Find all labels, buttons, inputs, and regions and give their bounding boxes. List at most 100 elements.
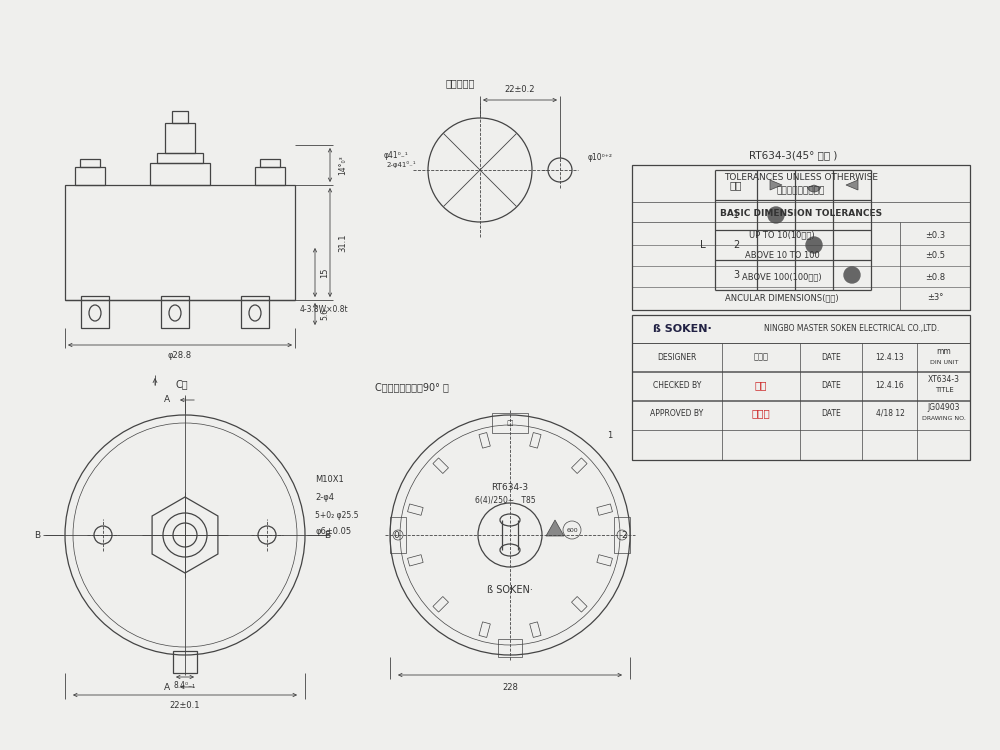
Text: ß SOKEN·: ß SOKEN· xyxy=(653,324,711,334)
Text: APPROVED BY: APPROVED BY xyxy=(650,409,704,418)
Bar xyxy=(390,517,406,553)
Circle shape xyxy=(768,207,784,223)
Polygon shape xyxy=(546,520,564,536)
Text: RT634-3(45° 一档 ): RT634-3(45° 一档 ) xyxy=(749,150,837,160)
Text: 2-φ41⁰₋¹: 2-φ41⁰₋¹ xyxy=(386,161,416,169)
Bar xyxy=(173,651,197,673)
Bar xyxy=(479,622,490,638)
Bar xyxy=(572,458,587,473)
Text: 22±0.2: 22±0.2 xyxy=(505,86,535,94)
Text: 14°₀³: 14°₀³ xyxy=(338,155,348,175)
Text: 6(4)/250∼   T85: 6(4)/250∼ T85 xyxy=(475,496,535,505)
Text: □: □ xyxy=(507,420,513,426)
Bar xyxy=(572,596,587,612)
Text: 江凯: 江凯 xyxy=(755,380,767,390)
Bar xyxy=(614,517,630,553)
Text: 4-3.8W×0.8t: 4-3.8W×0.8t xyxy=(300,305,349,314)
Bar xyxy=(597,555,612,566)
Text: B: B xyxy=(324,530,330,539)
Text: TOLERANCES UNLESS OTHERWISE: TOLERANCES UNLESS OTHERWISE xyxy=(724,172,878,182)
Text: ß SOKEN·: ß SOKEN· xyxy=(487,585,533,595)
Text: M10X1: M10X1 xyxy=(315,476,344,484)
Text: 3: 3 xyxy=(733,270,739,280)
Text: 安装孔尺寸: 安装孔尺寸 xyxy=(445,78,475,88)
Text: 张海辉: 张海辉 xyxy=(754,352,768,362)
Polygon shape xyxy=(770,180,782,190)
Text: 2-φ4: 2-φ4 xyxy=(315,493,334,502)
Bar xyxy=(498,639,522,657)
Text: 4/18 12: 4/18 12 xyxy=(876,409,904,418)
Text: CHECKED BY: CHECKED BY xyxy=(653,380,701,389)
Text: ±0.3: ±0.3 xyxy=(925,230,945,239)
Text: UP TO 10(10以下): UP TO 10(10以下) xyxy=(749,230,815,239)
Bar xyxy=(255,167,285,185)
Text: DATE: DATE xyxy=(821,352,841,362)
Text: B: B xyxy=(34,530,40,539)
Text: JG04903: JG04903 xyxy=(928,404,960,412)
Bar xyxy=(75,167,105,185)
Text: L: L xyxy=(700,240,706,250)
Text: 600: 600 xyxy=(566,527,578,532)
Text: ANCULAR DIMENSIONS(角度): ANCULAR DIMENSIONS(角度) xyxy=(725,293,839,302)
Text: 5+0₂ φ25.5: 5+0₂ φ25.5 xyxy=(315,511,358,520)
Bar xyxy=(65,185,295,300)
Text: 1: 1 xyxy=(607,430,613,439)
Circle shape xyxy=(806,237,822,253)
Text: 15: 15 xyxy=(320,267,330,278)
Bar xyxy=(479,433,490,448)
Bar xyxy=(80,159,100,167)
Bar xyxy=(597,504,612,515)
Text: DATE: DATE xyxy=(821,409,841,418)
Text: 2: 2 xyxy=(621,530,627,539)
Text: ABOVE 10 TO 100: ABOVE 10 TO 100 xyxy=(745,251,819,260)
Bar xyxy=(157,153,203,163)
Text: 12.4.13: 12.4.13 xyxy=(876,352,904,362)
Text: C向（顺时针旋轤90° ）: C向（顺时针旋轤90° ） xyxy=(375,382,449,392)
Text: C向: C向 xyxy=(175,379,188,389)
Text: DIN UNIT: DIN UNIT xyxy=(930,361,958,365)
Bar xyxy=(165,123,195,153)
Text: ±0.5: ±0.5 xyxy=(925,251,945,260)
Text: TITLE: TITLE xyxy=(935,387,953,393)
Text: φ28.8: φ28.8 xyxy=(168,350,192,359)
Bar xyxy=(492,413,528,433)
Text: φ6±0.05: φ6±0.05 xyxy=(315,527,351,536)
Text: 12.4.16: 12.4.16 xyxy=(876,380,904,389)
Polygon shape xyxy=(846,180,858,190)
Text: 未指定容许尺寸公差: 未指定容许尺寸公差 xyxy=(777,187,825,196)
Text: ±0.8: ±0.8 xyxy=(925,272,945,281)
Text: 2: 2 xyxy=(733,240,739,250)
Bar xyxy=(530,622,541,638)
Text: 档位: 档位 xyxy=(730,180,742,190)
Text: 1: 1 xyxy=(733,210,739,220)
Bar xyxy=(632,315,970,460)
Bar xyxy=(530,433,541,448)
Text: 228: 228 xyxy=(502,682,518,692)
Text: 周幸福: 周幸福 xyxy=(752,408,770,418)
Bar xyxy=(433,458,448,473)
Text: 22±0.1: 22±0.1 xyxy=(170,700,200,709)
Text: XT634-3: XT634-3 xyxy=(928,376,960,385)
Circle shape xyxy=(844,267,860,283)
Bar xyxy=(408,504,423,515)
Text: NINGBO MASTER SOKEN ELECTRICAL CO.,LTD.: NINGBO MASTER SOKEN ELECTRICAL CO.,LTD. xyxy=(764,325,940,334)
Bar xyxy=(161,296,189,328)
Text: mm: mm xyxy=(937,347,951,356)
Wedge shape xyxy=(807,185,821,192)
Text: ABOVE 100(100以上): ABOVE 100(100以上) xyxy=(742,272,822,281)
Text: RT634-3: RT634-3 xyxy=(491,482,529,491)
Text: 0: 0 xyxy=(393,530,399,539)
Bar xyxy=(433,596,448,612)
Text: ±3°: ±3° xyxy=(927,293,943,302)
Text: φ10⁰⁺²: φ10⁰⁺² xyxy=(588,154,613,163)
Text: DRAWING NO.: DRAWING NO. xyxy=(922,416,966,421)
Bar xyxy=(260,159,280,167)
Bar xyxy=(408,555,423,566)
Text: A: A xyxy=(164,682,170,692)
Text: A: A xyxy=(164,395,170,404)
Bar xyxy=(632,165,970,310)
Bar xyxy=(81,296,109,328)
Text: 5.6: 5.6 xyxy=(320,308,330,320)
Text: 31.1: 31.1 xyxy=(338,233,348,252)
Text: DATE: DATE xyxy=(821,380,841,389)
